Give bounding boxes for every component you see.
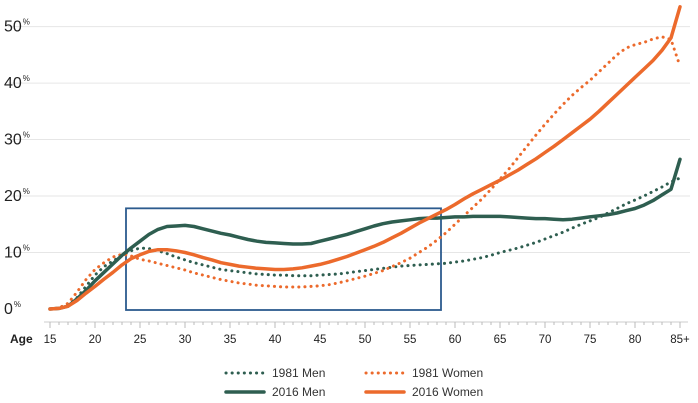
x-axis-title: Age: [10, 332, 33, 346]
x-tick-label: 65: [494, 334, 507, 346]
gridlines: [8, 26, 690, 254]
x-tick-label: 70: [539, 334, 552, 346]
y-tick-percent-sign: %: [14, 300, 21, 309]
y-tick-label: 10%: [4, 244, 30, 262]
y-tick-number: 40: [4, 75, 22, 92]
x-tick-label: 50: [359, 334, 372, 346]
y-tick-label: 20%: [4, 187, 30, 205]
y-tick-percent-sign: %: [23, 18, 30, 27]
legend-item: 2016 Men: [224, 385, 325, 399]
y-tick-percent-sign: %: [23, 131, 30, 140]
y-tick-number: 10: [4, 245, 22, 262]
y-tick-label: 30%: [4, 131, 30, 149]
x-axis-labels: Age 15 20 25 30 35 40 45 50 55 60 65 70 75 80 85+: [10, 332, 690, 346]
series-line-2016-men: [48, 157, 682, 311]
x-tick-label: 55: [404, 334, 417, 346]
legend-item: 2016 Women: [364, 385, 483, 399]
series-lines: [48, 5, 682, 311]
y-tick-percent-sign: %: [23, 187, 30, 196]
highlight-box-layer: [125, 207, 442, 311]
x-tick-label: 45: [314, 334, 327, 346]
x-tick-label: 60: [449, 334, 462, 346]
legend-label: 1981 Men: [272, 366, 325, 380]
x-tick-label: 35: [224, 334, 237, 346]
x-tick-label: 85+: [670, 334, 690, 346]
highlight-box: [125, 207, 442, 311]
legend-label: 2016 Women: [412, 385, 483, 399]
legend: 1981 Men 1981 Women 2016 Men 2016 Women: [224, 366, 483, 399]
y-axis-labels: 0%10%20%30%40%50%: [4, 18, 30, 318]
x-axis: [44, 321, 688, 328]
x-tick-label: 15: [44, 334, 57, 346]
legend-item: 1981 Women: [364, 366, 483, 380]
y-tick-number: 30: [4, 132, 22, 149]
y-tick-label: 50%: [4, 18, 30, 36]
y-tick-percent-sign: %: [23, 244, 30, 253]
y-tick-number: 50: [4, 19, 22, 36]
legend-label: 1981 Women: [412, 366, 483, 380]
legend-label: 2016 Men: [272, 385, 325, 399]
y-tick-label: 0%: [4, 300, 21, 318]
series-line-1981-women: [48, 35, 682, 311]
x-tick-label: 20: [89, 334, 102, 346]
series-line-1981-men: [48, 176, 682, 311]
legend-item: 1981 Men: [224, 366, 325, 380]
y-tick-label: 40%: [4, 74, 30, 92]
y-tick-number: 20: [4, 188, 22, 205]
x-tick-label: 40: [269, 334, 282, 346]
x-tick-label: 30: [179, 334, 192, 346]
x-tick-label: 75: [584, 334, 597, 346]
y-tick-percent-sign: %: [23, 74, 30, 83]
x-tick-label: 80: [629, 334, 642, 346]
y-tick-number: 0: [4, 301, 13, 318]
series-line-2016-women: [48, 5, 682, 311]
x-tick-label: 25: [134, 334, 147, 346]
